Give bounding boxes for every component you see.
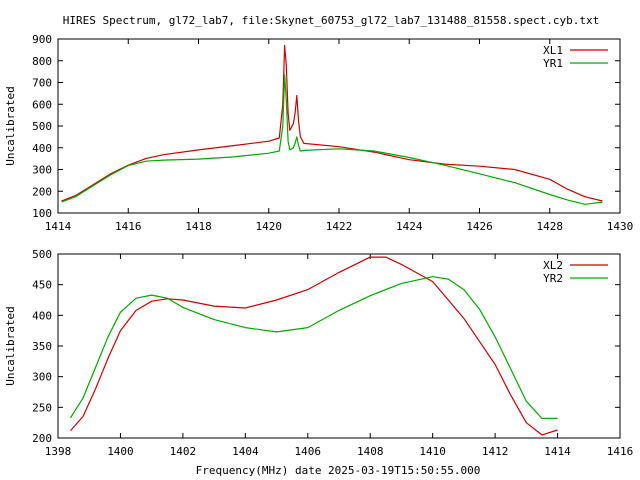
x-tick-label: 1414 bbox=[45, 220, 72, 233]
y-tick-label: 500 bbox=[32, 120, 52, 133]
x-tick-label: 1402 bbox=[170, 445, 197, 458]
series-line-xl1 bbox=[61, 44, 603, 202]
x-tick-label: 1398 bbox=[45, 445, 72, 458]
x-tick-label: 1420 bbox=[256, 220, 283, 233]
x-tick-label: 1408 bbox=[357, 445, 384, 458]
y-tick-label: 300 bbox=[32, 371, 52, 384]
series-line-xl2 bbox=[70, 256, 558, 436]
x-tick-label: 1416 bbox=[115, 220, 142, 233]
x-tick-label: 1416 bbox=[607, 445, 634, 458]
x-tick-label: 1422 bbox=[326, 220, 353, 233]
y-tick-label: 200 bbox=[32, 432, 52, 445]
series-line-yr2 bbox=[69, 276, 558, 419]
plot-frame bbox=[57, 38, 621, 214]
y-tick-label: 800 bbox=[32, 55, 52, 68]
legend-label: XL2 bbox=[543, 259, 563, 272]
y-tick-label: 450 bbox=[32, 279, 52, 292]
y-tick-label: 500 bbox=[32, 248, 52, 261]
x-tick-label: 1412 bbox=[482, 445, 509, 458]
x-tick-label: 1424 bbox=[396, 220, 423, 233]
y-tick-label: 700 bbox=[32, 77, 52, 90]
x-tick-label: 1430 bbox=[607, 220, 634, 233]
y-tick-label: 400 bbox=[32, 309, 52, 322]
x-tick-label: 1406 bbox=[295, 445, 322, 458]
bottom-panel: 1398 1400 1402 1404 1406 1408 1410 1412 1414 1416… bbox=[4, 248, 633, 458]
legend-label: YR2 bbox=[543, 272, 563, 285]
y-tick-label: 400 bbox=[32, 142, 52, 155]
legend-label: XL1 bbox=[543, 44, 563, 57]
x-tick-label: 1426 bbox=[466, 220, 493, 233]
x-tick-label: 1418 bbox=[185, 220, 212, 233]
x-tick-label: 1410 bbox=[419, 445, 446, 458]
y-tick-label: 200 bbox=[32, 185, 52, 198]
y-tick-label: 350 bbox=[32, 340, 52, 353]
y-axis-label: Uncalibrated bbox=[4, 306, 17, 385]
y-tick-label: 600 bbox=[32, 98, 52, 111]
x-tick-label: 1400 bbox=[107, 445, 134, 458]
series-line-yr1 bbox=[61, 74, 603, 205]
legend-label: YR1 bbox=[543, 57, 563, 70]
y-tick-label: 900 bbox=[32, 33, 52, 46]
y-tick-label: 250 bbox=[32, 401, 52, 414]
plot-frame bbox=[57, 253, 621, 439]
x-tick-label: 1414 bbox=[544, 445, 571, 458]
figure-title: HIRES Spectrum, gl72_lab7, file:Skynet_6… bbox=[63, 14, 599, 27]
y-tick-label: 300 bbox=[32, 164, 52, 177]
x-tick-label: 1428 bbox=[537, 220, 564, 233]
y-tick-label: 100 bbox=[32, 207, 52, 220]
x-tick-label: 1404 bbox=[232, 445, 259, 458]
x-axis-label: Frequency(MHz) date 2025-03-19T15:50:55.… bbox=[196, 464, 481, 477]
top-panel: 1414 1416 1418 1420 1422 1424 1426 1428 1430 100 2… bbox=[4, 33, 633, 233]
y-axis-label: Uncalibrated bbox=[4, 86, 17, 165]
